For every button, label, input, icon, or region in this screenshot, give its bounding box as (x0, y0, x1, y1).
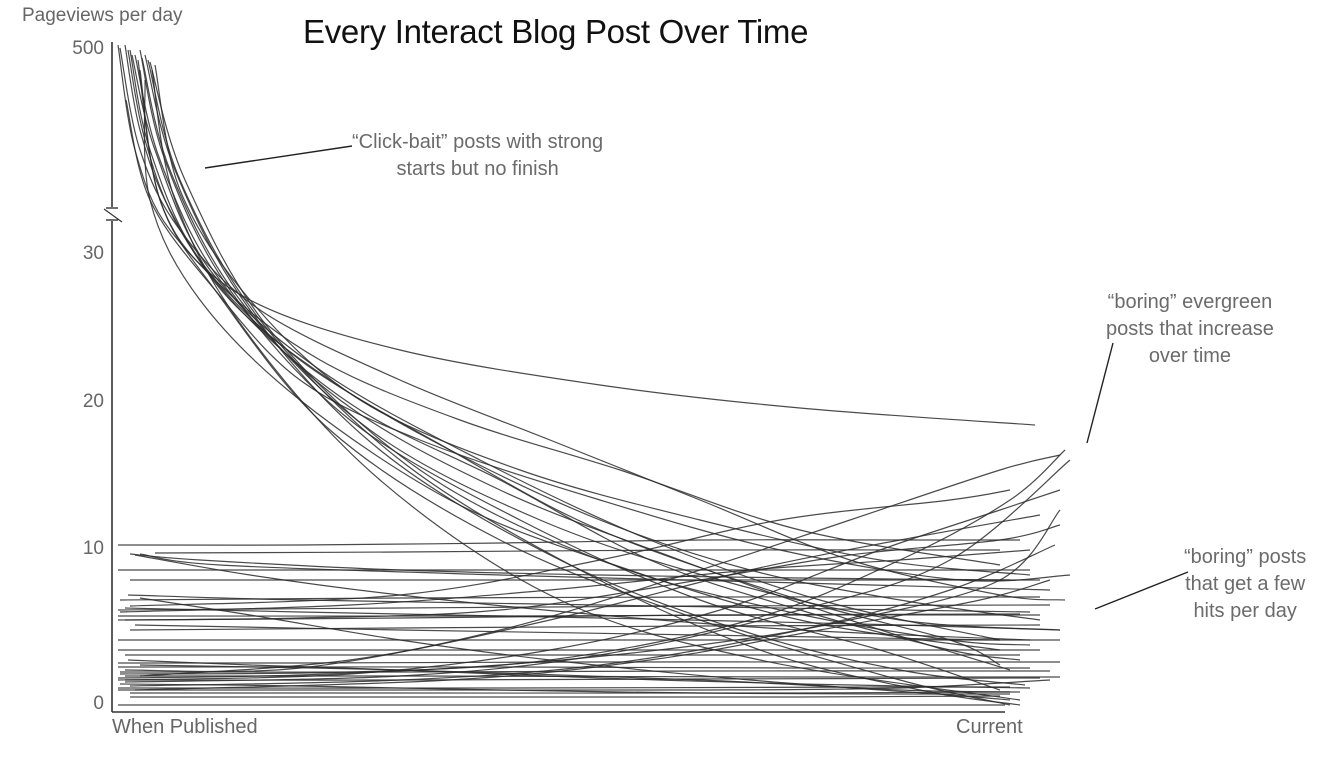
series-line (117, 44, 1036, 426)
series-line (139, 553, 1051, 591)
series-line (119, 47, 1066, 601)
series-line (151, 69, 1021, 701)
axis-break-icon (103, 207, 123, 223)
series-line (134, 579, 1051, 691)
annotation-clickbait: “Click-bait” posts with strong starts bu… (352, 129, 603, 183)
annotation-evergreen-line1: “boring” evergreen (1107, 291, 1273, 313)
series-line (124, 607, 1061, 631)
series-line (117, 679, 1051, 691)
series-line (124, 459, 1071, 683)
series-line (117, 509, 1061, 679)
series-line (119, 549, 1031, 613)
series-line (144, 54, 1026, 686)
series-line (141, 57, 1061, 631)
x-tick-current: Current (956, 716, 1023, 738)
series-line (149, 61, 1031, 646)
series-line (119, 683, 1011, 695)
y-axis-label: Pageviews per day (22, 5, 183, 26)
leader-line-clickbait (204, 145, 353, 169)
series-line (129, 49, 1001, 666)
annotation-flat: “boring” posts that get a few hits per d… (1184, 544, 1306, 625)
annotation-flat-line2: that get a few (1185, 573, 1306, 595)
chart-title: Every Interact Blog Post Over Time (303, 13, 809, 50)
series-line (127, 659, 1031, 689)
y-tick-20: 20 (82, 391, 104, 412)
x-tick-when-published: When Published (112, 716, 258, 738)
series-line (129, 544, 1056, 687)
series-line (127, 594, 1031, 613)
series-line (139, 514, 1041, 677)
series-line (139, 664, 1021, 693)
series-line (119, 449, 1066, 675)
y-tick-0: 0 (93, 693, 104, 714)
y-tick-500: 500 (72, 38, 104, 59)
annotation-clickbait-line2: starts but no finish (396, 158, 559, 180)
series-line (117, 661, 1060, 664)
series-line (117, 524, 1061, 621)
annotation-evergreen-line3: over time (1148, 345, 1232, 367)
series-line (129, 691, 1011, 694)
annotation-flat-line3: hits per day (1193, 600, 1297, 622)
series-line (129, 553, 1011, 581)
leader-line-flat (1094, 571, 1189, 610)
annotation-evergreen: “boring” evergreen posts that increase o… (1106, 289, 1274, 370)
series-line (125, 99, 1071, 582)
series-line (137, 59, 1001, 566)
series-line (117, 489, 1061, 681)
annotation-evergreen-line2: posts that increase (1106, 318, 1274, 340)
series-line (154, 64, 1031, 576)
series-line (129, 489, 1011, 607)
series-line (143, 79, 1001, 651)
series-line (134, 624, 1001, 641)
y-tick-10: 10 (82, 538, 104, 559)
y-tick-30: 30 (82, 243, 104, 264)
series-line (129, 695, 1001, 698)
series-line (117, 614, 1041, 617)
series-line (139, 49, 1001, 691)
leader-line-evergreen (1086, 342, 1114, 444)
series-lines (117, 44, 1071, 706)
series-line (134, 554, 1031, 641)
annotation-flat-line1: “boring” posts (1184, 546, 1307, 568)
annotation-clickbait-line1: “Click-bait” posts with strong (352, 131, 604, 153)
series-line (154, 549, 1001, 554)
